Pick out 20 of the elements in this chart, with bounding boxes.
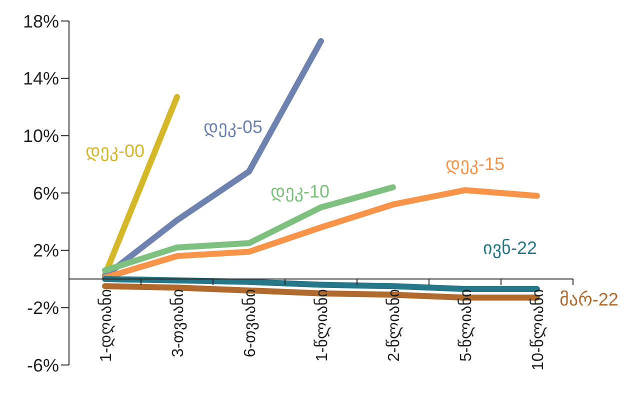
- series-label: დეკ-10: [270, 181, 330, 202]
- x-tick-label: 3-თვიანი: [169, 289, 187, 358]
- y-tick-label: 10%: [22, 126, 59, 146]
- y-tick-label: 14%: [22, 68, 59, 89]
- y-tick-label: 2%: [32, 240, 59, 261]
- x-tick-label: 5-წლიანი: [457, 289, 475, 362]
- series-label: დეკ-00: [85, 140, 145, 162]
- series-label: დეკ-05: [203, 117, 263, 138]
- y-tick-label: -2%: [26, 298, 59, 318]
- series-label: მარ-22: [560, 290, 618, 310]
- y-tick-label: 6%: [32, 183, 59, 204]
- x-tick-label: 1-წლიანი: [313, 289, 331, 362]
- series-label: ივნ-22: [483, 238, 537, 260]
- x-tick-label: 1-დღიანი: [97, 289, 115, 362]
- y-tick-label: -6%: [26, 355, 59, 376]
- x-tick-label: 2-წლიანი: [385, 289, 403, 362]
- x-tick-label: 10-წლიანი: [529, 289, 547, 370]
- y-tick-label: 18%: [22, 11, 59, 32]
- x-tick-label: 6-თვიანი: [241, 289, 259, 358]
- series-label: დეკ-15: [445, 154, 505, 175]
